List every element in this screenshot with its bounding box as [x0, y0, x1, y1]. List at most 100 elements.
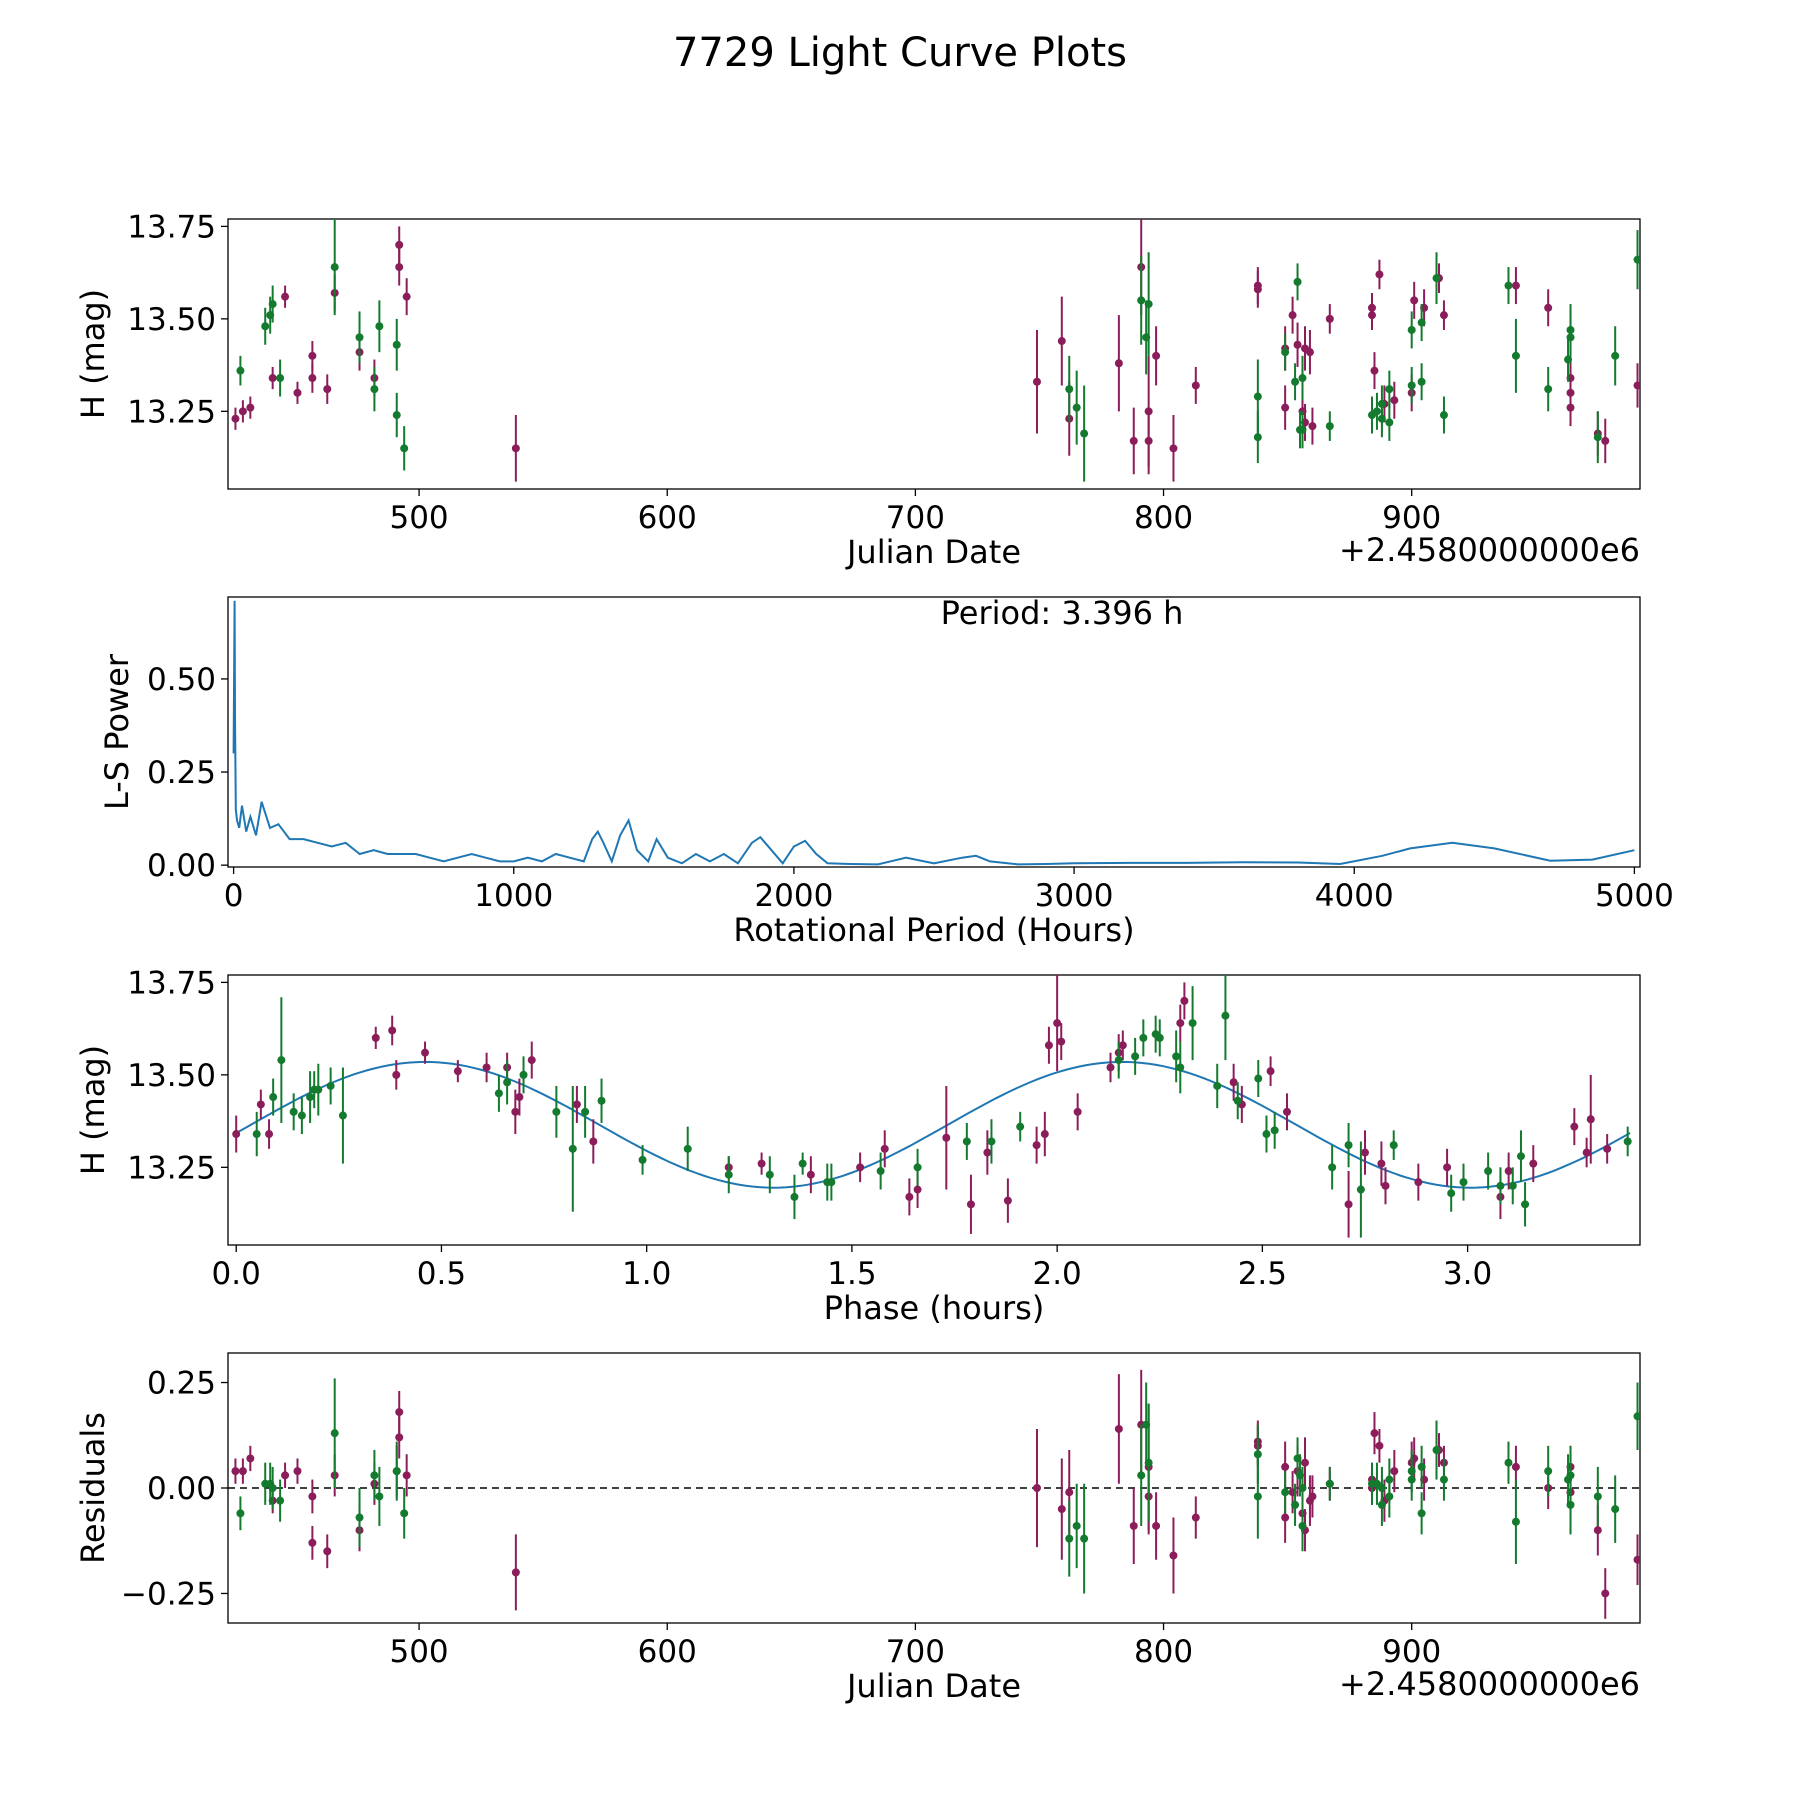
x-tick-label: 600 — [638, 1634, 697, 1670]
data-point — [638, 1155, 647, 1164]
data-point — [1439, 1475, 1448, 1484]
x-tick-label: 700 — [886, 500, 945, 536]
data-point — [1443, 1163, 1452, 1172]
data-point — [1385, 418, 1394, 427]
data-point — [1281, 1488, 1290, 1497]
x-tick-label: 1.5 — [827, 1256, 876, 1292]
residuals-xlabel: Julian Date — [845, 1667, 1021, 1705]
data-point — [1253, 433, 1262, 442]
data-point — [395, 1408, 404, 1417]
data-point — [289, 1107, 298, 1116]
data-point — [402, 292, 411, 301]
data-point — [1417, 1462, 1426, 1471]
data-point — [1603, 1144, 1612, 1153]
data-point — [1118, 1041, 1127, 1050]
data-point — [256, 1100, 265, 1109]
data-point — [757, 1159, 766, 1168]
data-point — [1504, 1458, 1513, 1467]
data-point — [392, 340, 401, 349]
data-point — [1155, 1033, 1164, 1042]
data-point — [581, 1107, 590, 1116]
data-point — [1305, 348, 1314, 357]
data-point — [421, 1048, 430, 1057]
data-point — [1176, 1019, 1185, 1028]
data-point — [1511, 1462, 1520, 1471]
data-point — [400, 444, 409, 453]
data-point — [1390, 396, 1399, 405]
data-point — [1375, 1441, 1384, 1450]
data-point — [370, 1471, 379, 1480]
data-point — [236, 1509, 245, 1518]
data-point — [269, 1093, 278, 1102]
x-tick-label: 500 — [389, 500, 448, 536]
phase-plot-area — [227, 974, 1641, 1246]
data-point — [1283, 1107, 1291, 1116]
data-point — [268, 300, 277, 309]
y-tick-label: 13.75 — [127, 965, 216, 1001]
data-point — [1233, 1096, 1242, 1105]
x-tick-label: 900 — [1382, 500, 1441, 536]
residuals-ylabel: Residuals — [74, 1412, 112, 1564]
data-point — [1344, 1141, 1353, 1150]
x-tick-label: 0 — [224, 878, 244, 914]
y-tick-label: 0.25 — [147, 1366, 216, 1402]
data-point — [1504, 1167, 1513, 1176]
x-tick-label: 2.5 — [1238, 1256, 1287, 1292]
data-point — [392, 1070, 401, 1079]
data-point — [1152, 1521, 1161, 1530]
data-point — [1407, 381, 1416, 390]
data-point — [400, 1509, 409, 1518]
data-point — [1072, 1521, 1081, 1530]
data-point — [1407, 1467, 1416, 1476]
data-point — [876, 1167, 885, 1176]
data-point — [1544, 385, 1553, 394]
data-point — [1377, 1159, 1386, 1168]
data-point — [1372, 407, 1381, 416]
period-annotation: Period: 3.396 h — [941, 594, 1184, 632]
data-point — [371, 1033, 380, 1042]
data-point — [1529, 1159, 1538, 1168]
plot-marks — [232, 600, 1635, 866]
data-point — [1281, 348, 1290, 357]
data-point — [724, 1170, 733, 1179]
data-point — [806, 1170, 815, 1179]
data-point — [297, 1111, 306, 1120]
y-tick-label: 13.75 — [127, 209, 216, 245]
data-point — [1293, 340, 1302, 349]
data-point — [308, 1492, 317, 1501]
data-point — [1593, 433, 1602, 442]
light-curve-offset-label: +2.4580000000e6 — [1339, 531, 1640, 569]
data-point — [1253, 285, 1262, 294]
x-tick-label: 5000 — [1595, 878, 1674, 914]
data-point — [905, 1192, 914, 1201]
data-point — [1417, 377, 1426, 386]
data-point — [281, 1471, 290, 1480]
data-point — [519, 1070, 528, 1079]
data-point — [395, 1433, 404, 1442]
data-point — [1484, 1167, 1493, 1176]
y-tick-label: 0.00 — [147, 1471, 216, 1507]
data-point — [1360, 1148, 1369, 1157]
data-point — [1065, 385, 1074, 394]
data-point — [1504, 281, 1513, 290]
x-tick-label: 0.0 — [212, 1256, 261, 1292]
data-point — [527, 1056, 536, 1065]
data-point — [1511, 281, 1520, 290]
y-tick-label: 13.25 — [127, 394, 216, 430]
residuals-panel: 500 600 700 800 900 0.25 0.00 −0.25 Julian Date… — [74, 1352, 1641, 1705]
data-point — [1032, 1141, 1041, 1150]
data-point — [293, 1467, 302, 1476]
data-point — [1611, 351, 1620, 360]
data-point — [370, 385, 379, 394]
data-point — [276, 374, 285, 383]
data-point — [1601, 436, 1610, 445]
data-point — [1032, 1484, 1041, 1492]
data-point — [306, 1093, 315, 1102]
data-point — [1137, 296, 1146, 305]
light-curve-ylabel: H (mag) — [74, 289, 112, 419]
data-point — [308, 351, 317, 360]
data-point — [268, 374, 277, 383]
data-point — [330, 1429, 339, 1438]
y-tick-label: −0.25 — [121, 1576, 216, 1612]
data-point — [1570, 1122, 1579, 1131]
